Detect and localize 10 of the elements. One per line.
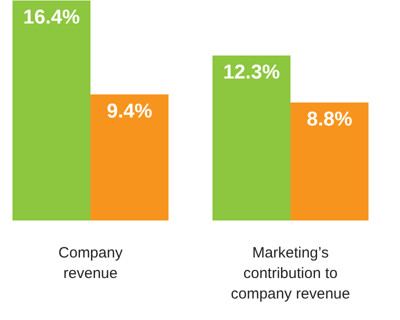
- data-label: 8.8%: [306, 108, 353, 130]
- data-label: 9.4%: [106, 100, 153, 122]
- x-tick-label: Company revenue: [58, 244, 124, 282]
- bar: [12, 0, 90, 220]
- bar: [290, 102, 368, 220]
- x-tick-label: Marketing’s contribution to company revenue: [230, 244, 350, 302]
- data-label: 16.4%: [23, 6, 80, 28]
- bar: [212, 56, 290, 220]
- bar: [90, 94, 168, 220]
- data-label: 12.3%: [223, 62, 280, 84]
